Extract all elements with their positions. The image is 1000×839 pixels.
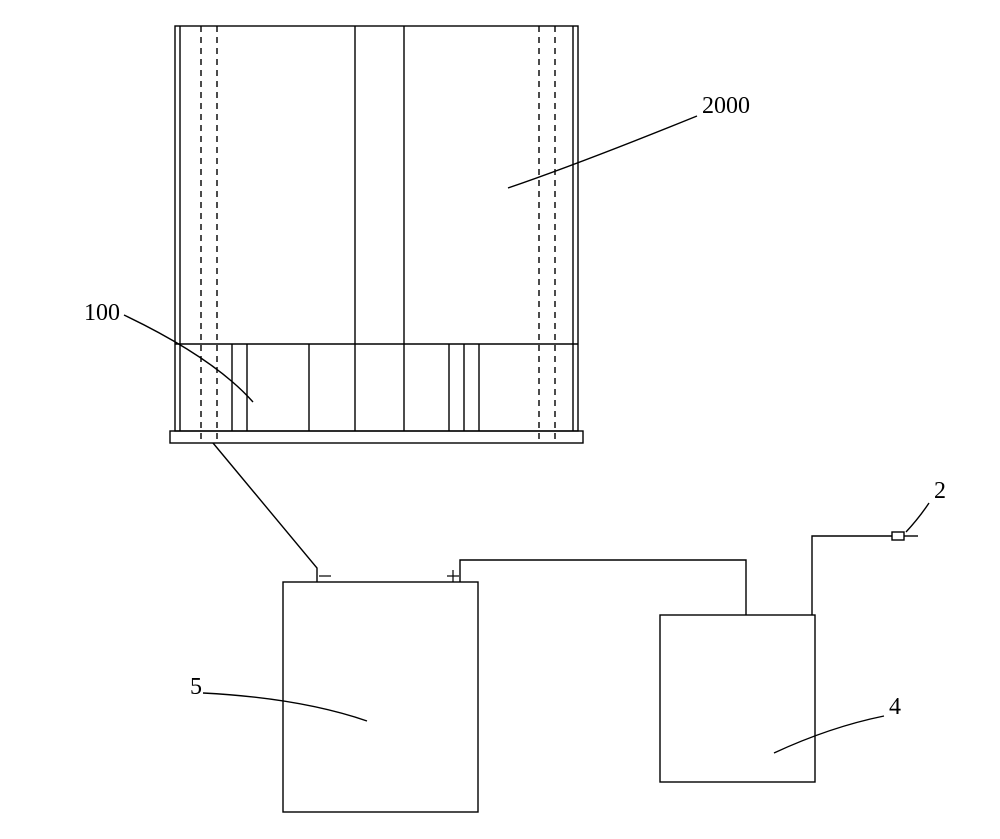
leader-2	[906, 503, 929, 532]
leader-100	[124, 315, 253, 402]
outer-frame	[175, 26, 578, 431]
label-2000: 2000	[702, 93, 750, 119]
label-2: 2	[934, 478, 946, 504]
connector-body	[892, 532, 904, 540]
label-4: 4	[889, 694, 901, 720]
base-plate	[170, 431, 583, 443]
label-100: 100	[84, 300, 120, 326]
wire-right-to-connector	[812, 536, 892, 615]
box-5	[283, 582, 478, 812]
leader-5	[203, 693, 367, 721]
wire-plus-to-right	[460, 560, 746, 615]
leader-4	[774, 716, 884, 753]
box-4	[660, 615, 815, 782]
wire-upper-to-minus	[213, 443, 317, 582]
label-5: 5	[190, 674, 202, 700]
leader-2000	[508, 116, 697, 188]
schematic-canvas: 2000 100 2 5 4	[0, 0, 1000, 839]
